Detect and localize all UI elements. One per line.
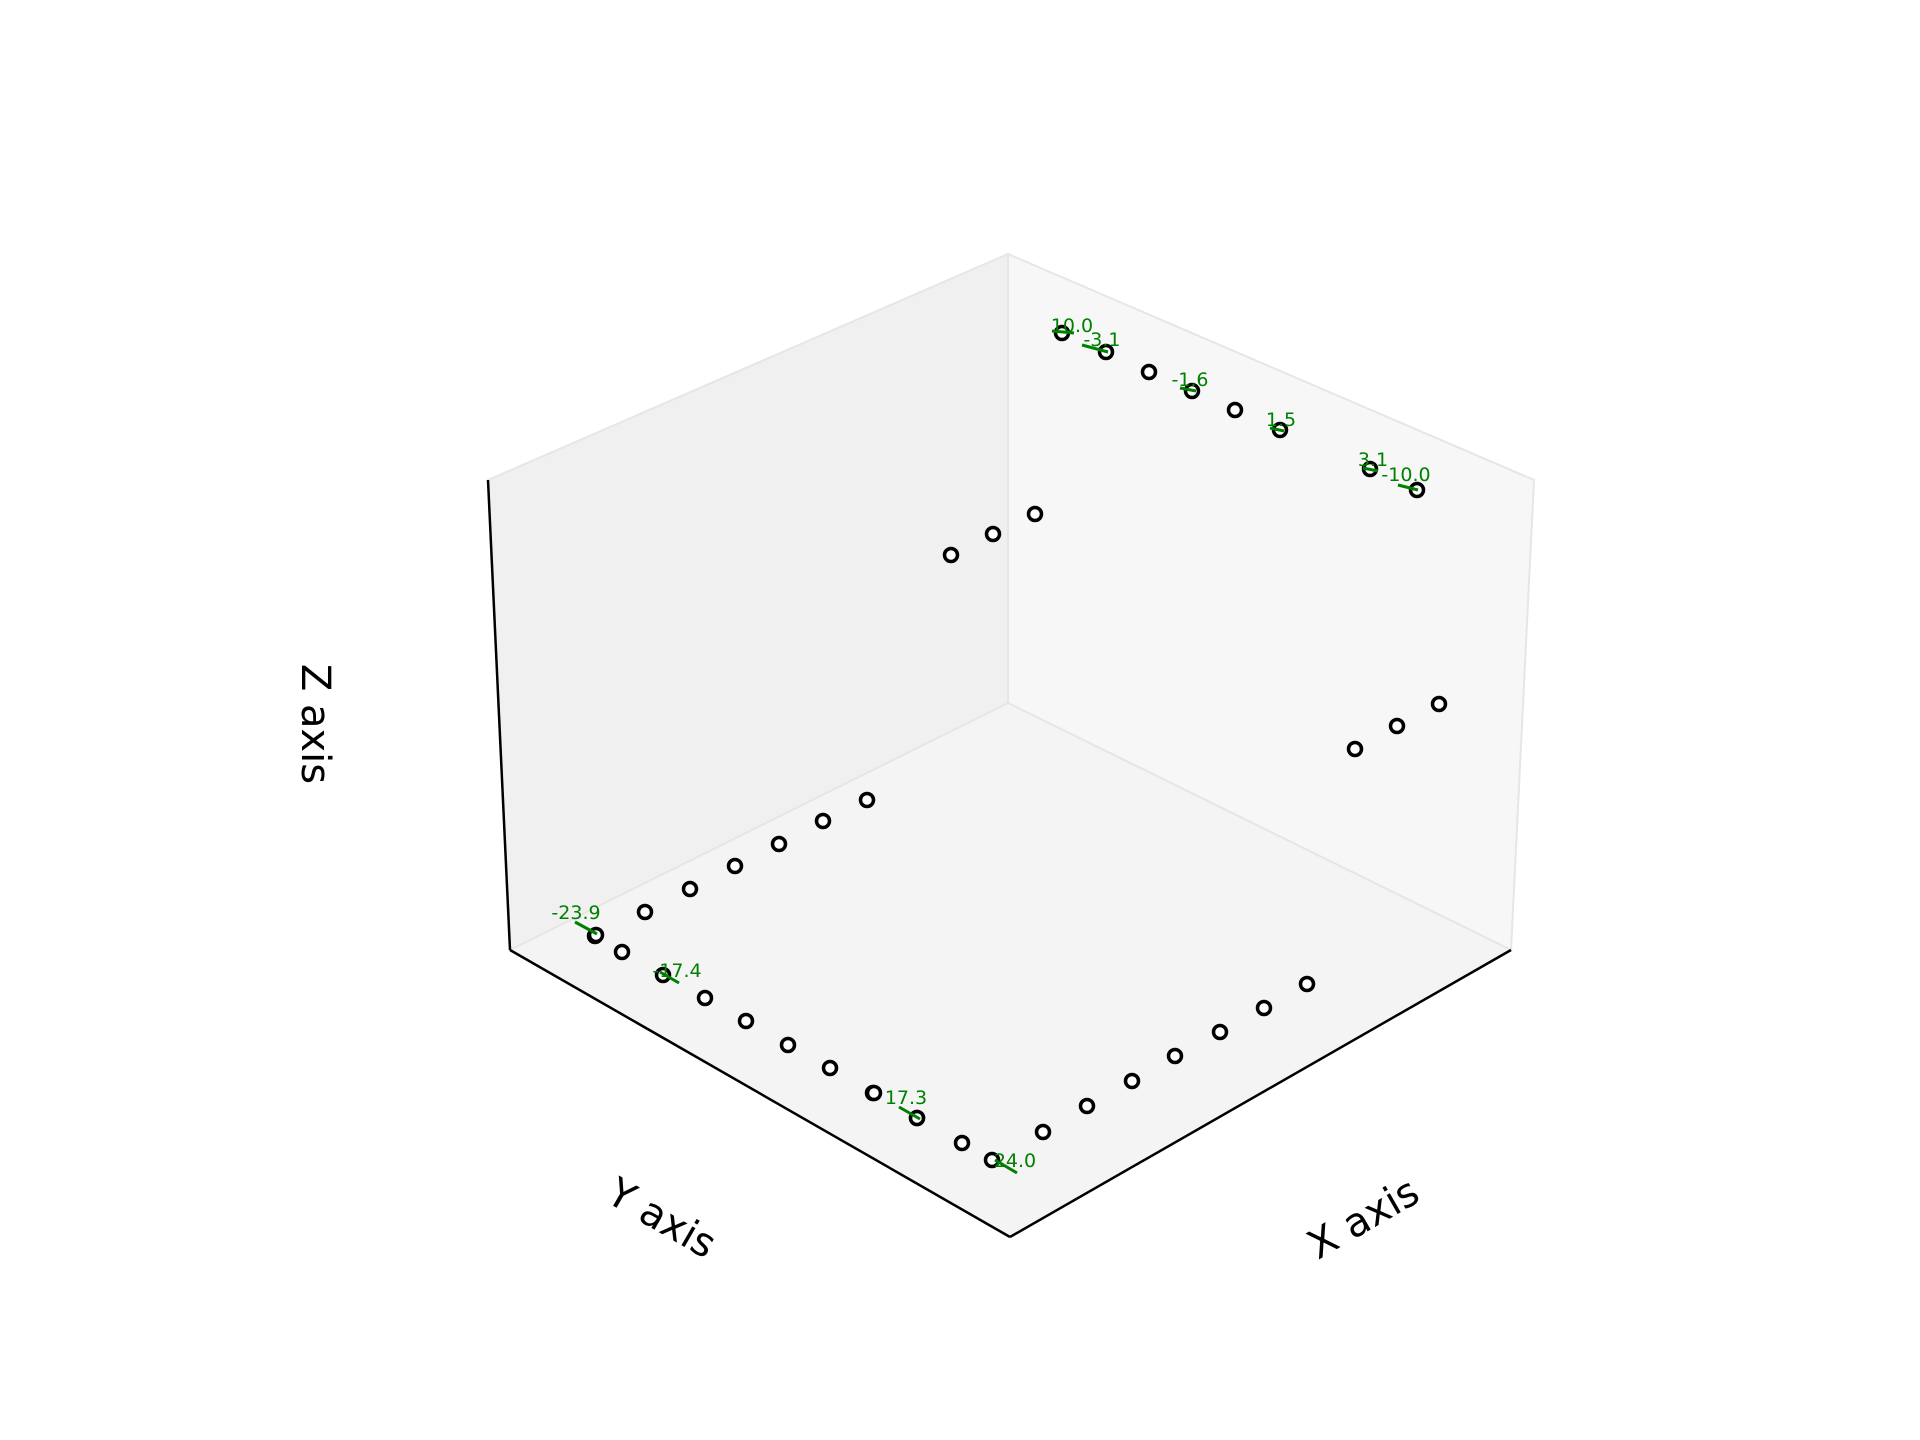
data-points xyxy=(586,324,1448,1169)
annotation-label: -23.9 xyxy=(551,902,600,924)
annotation-label: 10.0 xyxy=(1051,315,1093,337)
data-point xyxy=(814,812,832,830)
data-point xyxy=(821,1059,839,1077)
z-axis-line xyxy=(486,479,512,951)
data-point xyxy=(726,857,744,875)
annotation-label: 1.5 xyxy=(1266,409,1296,431)
data-point xyxy=(770,835,788,853)
data-point xyxy=(613,943,631,961)
data-point xyxy=(1166,1047,1184,1065)
data-point xyxy=(1026,505,1044,523)
data-annotations: -23.9 -17.4 17.3 24.0 10.0-3.1 -1.6 1.5 3.1-10.… xyxy=(551,315,1431,1175)
annotation-label: -10.0 xyxy=(1381,464,1430,486)
axis-lines xyxy=(486,479,1512,1239)
annotation-label: -3.1 xyxy=(1083,329,1120,351)
y-axis-label: Y axis xyxy=(598,1169,723,1268)
annotation-stem xyxy=(1362,466,1379,473)
annotation-stem xyxy=(1179,386,1197,393)
z-axis-label: Z axis xyxy=(292,664,338,784)
y-axis-line xyxy=(509,948,1011,1239)
data-point xyxy=(1255,999,1273,1017)
data-point xyxy=(1034,1123,1052,1141)
data-point xyxy=(1123,1072,1141,1090)
data-point xyxy=(1078,1097,1096,1115)
annotation-stem xyxy=(994,1158,1018,1175)
data-point xyxy=(636,903,654,921)
data-point xyxy=(779,1036,797,1054)
data-point xyxy=(1211,1023,1229,1041)
annotation-stem xyxy=(898,1105,921,1121)
data-point xyxy=(696,989,714,1007)
data-point xyxy=(942,546,960,564)
annotation-stem xyxy=(1397,483,1419,492)
axes-panes xyxy=(486,252,1536,1239)
data-point xyxy=(737,1012,755,1030)
x-axis-label: X axis xyxy=(1300,1169,1427,1269)
annotation-label: -17.4 xyxy=(652,960,701,982)
data-point xyxy=(1430,695,1448,713)
data-point xyxy=(1298,975,1316,993)
annotation-stem xyxy=(574,920,598,936)
data-point xyxy=(984,525,1002,543)
annotation-stem xyxy=(1051,329,1075,335)
data-point xyxy=(681,880,699,898)
annotation-label: 24.0 xyxy=(994,1150,1036,1172)
data-point xyxy=(1140,363,1158,381)
data-point xyxy=(953,1134,971,1152)
annotation-stem xyxy=(1081,343,1109,354)
data-point xyxy=(1388,717,1406,735)
annotation-stem xyxy=(659,970,680,985)
data-point xyxy=(1346,740,1364,758)
annotation-label: -1.6 xyxy=(1171,369,1208,391)
data-point xyxy=(1226,401,1244,419)
x-axis-line xyxy=(1009,948,1512,1239)
annotation-stem xyxy=(1269,426,1285,433)
data-point xyxy=(858,791,876,809)
annotation-label: 17.3 xyxy=(885,1087,927,1109)
data-point xyxy=(865,1084,883,1102)
data-point xyxy=(983,1151,1001,1169)
annotation-label: 3.1 xyxy=(1358,449,1388,471)
